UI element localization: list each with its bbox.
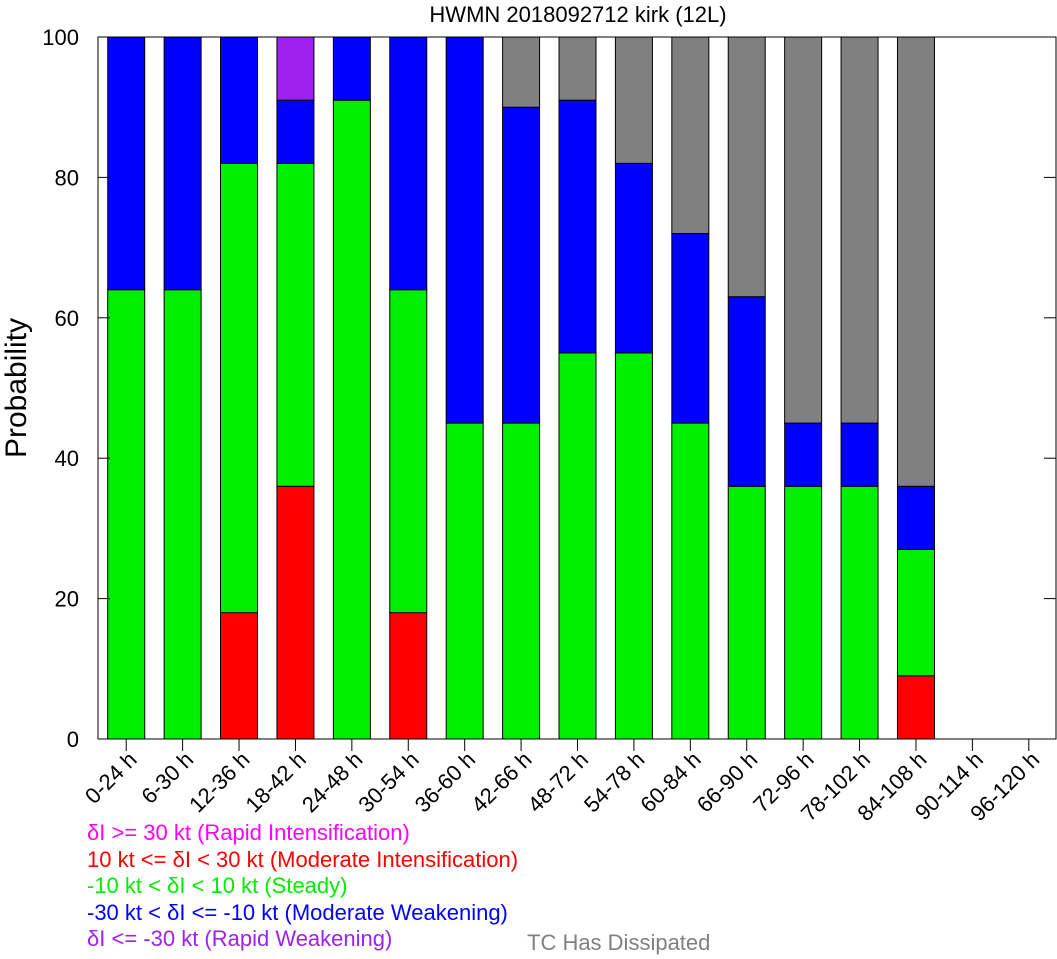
bar-6-30h-series-2 <box>163 36 202 291</box>
bar-36-60h-series-2 <box>445 36 484 424</box>
legend: δI >= 30 kt (Rapid Intensification) 10 k… <box>87 820 518 953</box>
bar-24-48h-series-2 <box>332 36 371 101</box>
bar-66-90h-series-1 <box>727 485 766 740</box>
x-tick-label: 48-72 h <box>523 747 593 817</box>
bar-78-102h-series-4 <box>840 36 879 424</box>
bar-48-72h-series-4 <box>558 36 597 101</box>
x-tick-label: 54-78 h <box>579 747 649 817</box>
bar-42-66h-series-4 <box>502 36 541 108</box>
legend-item-dissipated: TC Has Dissipated <box>527 930 711 955</box>
bar-18-42h-series-1 <box>276 162 315 487</box>
x-tick-label: 60-84 h <box>635 747 705 817</box>
bar-12-36h-series-0 <box>220 612 259 740</box>
bar-54-78h-series-1 <box>614 352 653 740</box>
bar-24-48h-series-1 <box>332 99 371 740</box>
y-tick-label: 20 <box>55 587 79 612</box>
legend-item-moderate-weakening: -30 kt < δI <= -10 kt (Moderate Weakenin… <box>87 899 508 925</box>
bar-66-90h-series-2 <box>727 296 766 487</box>
x-tick-label: 24-48 h <box>297 747 367 817</box>
bar-18-42h-series-3 <box>276 36 315 101</box>
x-tick-label: 66-90 h <box>692 747 762 817</box>
bar-12-36h-series-1 <box>220 162 259 614</box>
y-tick-label: 60 <box>55 306 79 331</box>
bar-84-108h-series-4 <box>896 36 935 487</box>
bar-42-66h-series-2 <box>502 106 541 424</box>
plot-frame <box>97 36 1057 740</box>
bar-78-102h-series-1 <box>840 485 879 740</box>
bar-0-24h-series-1 <box>107 289 146 740</box>
bar-60-84h-series-4 <box>671 36 710 235</box>
x-tick-label: 30-54 h <box>353 747 423 817</box>
bar-36-60h-series-1 <box>445 422 484 740</box>
bar-0-24h-series-2 <box>107 36 146 291</box>
y-tick-label: 80 <box>55 165 79 190</box>
bar-30-54h-series-0 <box>389 612 428 740</box>
bar-6-30h-series-1 <box>163 289 202 740</box>
y-tick-label: 40 <box>55 446 79 471</box>
bar-54-78h-series-4 <box>614 36 653 164</box>
bars-group <box>107 36 1048 740</box>
bar-84-108h-series-1 <box>896 548 935 677</box>
bar-18-42h-series-0 <box>276 485 315 740</box>
bar-60-84h-series-2 <box>671 233 710 424</box>
y-axis-label: Probability <box>0 318 33 458</box>
bar-30-54h-series-2 <box>389 36 428 291</box>
legend-item-rapid-weakening: δI <= -30 kt (Rapid Weakening) <box>87 926 393 951</box>
legend-item-rapid-intensification: δI >= 30 kt (Rapid Intensification) <box>87 820 410 845</box>
bar-60-84h-series-1 <box>671 422 710 740</box>
x-axis-ticks: 0-24 h6-30 h12-36 h18-42 h24-48 h30-54 h… <box>80 739 1044 820</box>
bar-54-78h-series-2 <box>614 162 653 354</box>
x-tick-label: 42-66 h <box>466 747 536 817</box>
stacked-bar-chart: HWMN 2018092712 kirk (12L) Probability 0… <box>0 2 1057 820</box>
bar-84-108h-series-2 <box>896 485 935 550</box>
y-tick-label: 100 <box>42 25 79 50</box>
bar-66-90h-series-4 <box>727 36 766 298</box>
legend-item-moderate-intensification: 10 kt <= δI < 30 kt (Moderate Intensific… <box>87 846 519 872</box>
bar-72-96h-series-1 <box>784 485 823 740</box>
x-tick-label: 12-36 h <box>184 747 254 817</box>
chart-title: HWMN 2018092712 kirk (12L) <box>429 2 726 27</box>
x-tick-label: 36-60 h <box>410 747 480 817</box>
bar-30-54h-series-1 <box>389 289 428 614</box>
legend-item-steady: -10 kt < δI < 10 kt (Steady) <box>87 873 348 898</box>
bar-42-66h-series-1 <box>502 422 541 740</box>
bar-72-96h-series-4 <box>784 36 823 424</box>
bar-48-72h-series-2 <box>558 99 597 354</box>
bar-48-72h-series-1 <box>558 352 597 740</box>
x-tick-label: 18-42 h <box>241 747 311 817</box>
bar-78-102h-series-2 <box>840 422 879 487</box>
bar-18-42h-series-2 <box>276 99 315 164</box>
y-axis-ticks: 0 20 40 60 80 100 <box>42 25 1056 752</box>
bar-84-108h-series-0 <box>896 675 935 740</box>
y-tick-label: 0 <box>67 727 79 752</box>
x-tick-label: 0-24 h <box>80 747 142 809</box>
bar-72-96h-series-2 <box>784 422 823 487</box>
bar-12-36h-series-2 <box>220 36 259 164</box>
